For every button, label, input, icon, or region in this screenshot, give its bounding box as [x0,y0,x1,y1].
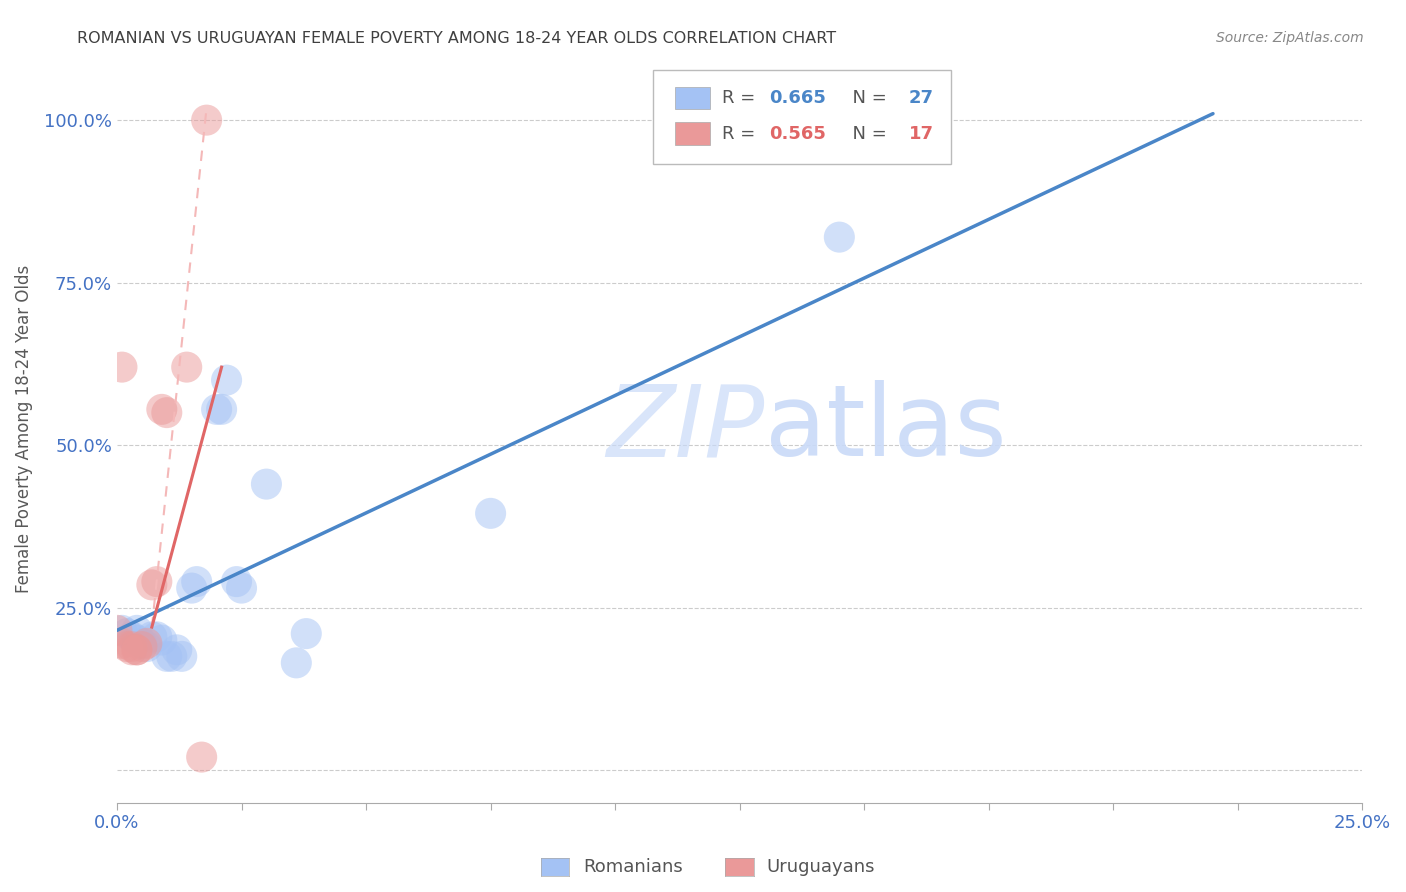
Text: R =: R = [723,88,761,107]
Bar [675,122,710,145]
Text: 27: 27 [910,88,934,107]
Text: 0.665: 0.665 [769,88,827,107]
Text: ROMANIAN VS URUGUAYAN FEMALE POVERTY AMONG 18-24 YEAR OLDS CORRELATION CHART: ROMANIAN VS URUGUAYAN FEMALE POVERTY AMO… [77,31,837,46]
Text: N =: N = [841,125,891,143]
Point [146,574,169,589]
Text: 0.565: 0.565 [769,125,827,143]
Point [160,649,183,664]
Point [125,643,148,657]
Point [150,402,173,417]
Point [231,581,253,595]
Text: Source: ZipAtlas.com: Source: ZipAtlas.com [1216,31,1364,45]
Text: R =: R = [723,125,761,143]
Point [131,640,153,654]
Point [295,626,318,640]
Y-axis label: Female Poverty Among 18-24 Year Olds: Female Poverty Among 18-24 Year Olds [15,265,32,593]
Point [135,640,157,654]
Point [156,649,179,664]
Point [211,402,233,417]
Point [877,113,900,128]
Point [131,636,153,650]
Text: atlas: atlas [765,380,1007,477]
Text: Romanians: Romanians [583,858,683,876]
Bar [675,87,710,109]
Text: 17: 17 [910,125,934,143]
Point [828,230,851,244]
Text: Uruguayans: Uruguayans [766,858,875,876]
Point [254,477,277,491]
Point [176,360,198,375]
Point [115,640,138,654]
Point [141,630,163,644]
Point [115,626,138,640]
Point [225,574,247,589]
Point [190,750,212,764]
Point [121,643,143,657]
Point [111,624,134,638]
Point [166,643,188,657]
Text: N =: N = [841,88,891,107]
Point [285,656,308,670]
Text: ZIP: ZIP [606,380,765,477]
Point [141,578,163,592]
Point [125,643,148,657]
Point [125,633,148,648]
Point [105,624,128,638]
Point [150,633,173,648]
Point [180,581,202,595]
FancyBboxPatch shape [652,70,952,163]
Point [156,406,179,420]
Point [125,624,148,638]
Point [205,402,228,417]
Point [111,636,134,650]
Point [121,640,143,654]
Point [146,630,169,644]
Point [111,360,134,375]
Point [170,649,193,664]
Point [121,630,143,644]
Point [186,574,208,589]
Point [195,113,218,128]
Point [215,373,238,387]
Point [479,507,502,521]
Point [135,636,157,650]
